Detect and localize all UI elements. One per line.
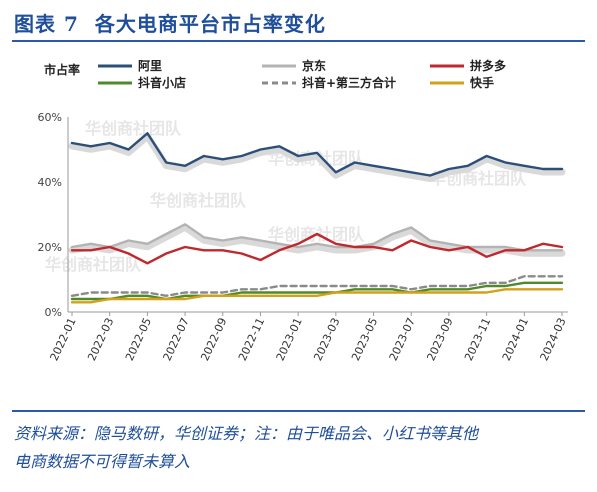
y-tick-label: 20% <box>38 241 62 254</box>
x-tick-label: 2024-01 <box>500 316 531 363</box>
x-tick-label: 2023-07 <box>387 316 418 363</box>
x-tick-label: 2022-01 <box>48 316 79 363</box>
market-share-line-chart: 华创商社团队华创商社团队华创商社团队华创商社团队华创商社团队华创商社团队市占率0… <box>38 58 569 363</box>
y-tick-label: 0% <box>45 306 62 319</box>
x-tick-label: 2022-07 <box>161 316 192 363</box>
figure-title: 图表 7 各大电商平台市占率变化 <box>14 8 342 37</box>
bottom-rule <box>12 410 585 412</box>
legend-label: 拼多多 <box>470 58 506 73</box>
footnote-line-1: 资料来源：隐马数研，华创证券；注：由于唯品会、小红书等其他 <box>14 424 479 443</box>
y-axis-label: 市占率 <box>44 62 80 77</box>
series-line-拼多多 <box>70 232 564 265</box>
legend-label: 抖音小店 <box>138 75 186 90</box>
series-line-抖音小店 <box>70 281 564 301</box>
figure-number: 图表 7 <box>14 12 79 36</box>
legend-label: 阿里 <box>138 58 162 73</box>
series-line-京东 <box>70 223 564 252</box>
x-tick-label: 2023-09 <box>424 316 455 363</box>
footnote-line-2: 电商数据不可得暂未算入 <box>14 452 191 471</box>
watermark-text: 华创商社团队 <box>85 119 182 138</box>
y-tick-label: 60% <box>38 111 62 124</box>
x-tick-label: 2024-03 <box>538 316 569 363</box>
legend-label: 快手 <box>470 75 494 90</box>
series-line-阿里 <box>70 132 564 177</box>
x-tick-label: 2022-09 <box>198 316 229 363</box>
top-rule <box>12 40 585 42</box>
x-tick-label: 2022-03 <box>85 316 116 363</box>
series-shadow <box>68 132 566 182</box>
legend-label: 京东 <box>302 58 326 73</box>
x-tick-label: 2022-05 <box>123 316 154 363</box>
x-tick-label: 2022-11 <box>236 316 267 363</box>
watermark-text: 华创商社团队 <box>150 191 247 210</box>
source-footnote: 资料来源：隐马数研，华创证券；注：由于唯品会、小红书等其他 电商数据不可得暂未算… <box>14 420 584 476</box>
series-line-抖音+第三方合计 <box>70 275 564 298</box>
watermark-text: 华创商社团队 <box>45 255 142 274</box>
x-tick-label: 2023-11 <box>462 316 493 363</box>
x-tick-label: 2023-03 <box>311 316 342 363</box>
y-tick-label: 40% <box>38 176 62 189</box>
series-shadow <box>68 223 566 257</box>
x-tick-label: 2023-01 <box>274 316 305 363</box>
legend-label: 抖音+第三方合计 <box>302 75 396 90</box>
figure-title-text: 各大电商平台市占率变化 <box>94 12 326 36</box>
x-tick-label: 2023-05 <box>349 316 380 363</box>
series-line-快手 <box>70 288 564 304</box>
